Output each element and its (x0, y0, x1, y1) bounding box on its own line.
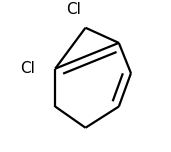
Text: Cl: Cl (66, 2, 81, 17)
Text: Cl: Cl (21, 61, 35, 76)
